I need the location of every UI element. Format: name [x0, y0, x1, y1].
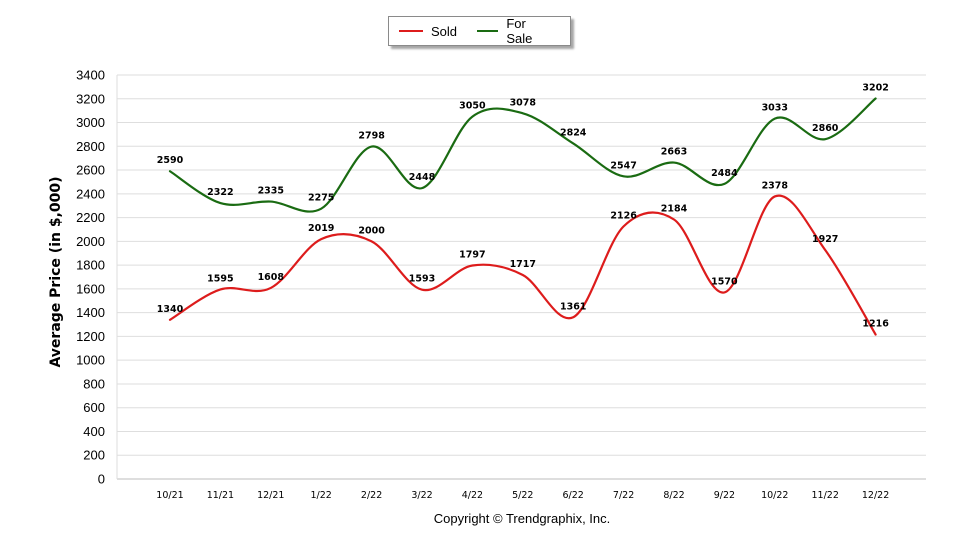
- y-tick-label: 400: [83, 424, 105, 439]
- data-label-sold: 1717: [510, 259, 536, 270]
- data-label-sold: 1608: [258, 272, 285, 283]
- x-tick-label: 6/22: [563, 490, 584, 501]
- y-tick-label: 200: [83, 448, 105, 463]
- y-tick-label: 3400: [76, 68, 105, 83]
- data-label-sold: 1570: [711, 276, 738, 287]
- y-tick-label: 3200: [76, 91, 105, 106]
- data-label-sold: 2126: [610, 210, 637, 221]
- x-tick-label: 9/22: [714, 490, 735, 501]
- x-tick-label: 2/22: [361, 490, 382, 501]
- legend-swatch-for-sale: [477, 30, 499, 32]
- data-label-for-sale: 2798: [358, 131, 385, 142]
- data-label-for-sale: 2547: [610, 160, 636, 171]
- y-tick-label: 2800: [76, 139, 105, 154]
- data-label-for-sale: 2663: [661, 147, 687, 158]
- y-tick-label: 2600: [76, 163, 105, 178]
- x-tick-label: 8/22: [663, 490, 684, 501]
- y-tick-label: 1200: [76, 329, 105, 344]
- legend-swatch-sold: [399, 30, 423, 32]
- data-label-sold: 1216: [862, 319, 889, 330]
- legend-label-sold: Sold: [431, 23, 458, 39]
- data-label-for-sale: 2860: [812, 123, 839, 134]
- data-label-for-sale: 2322: [207, 187, 233, 198]
- chart-legend: Sold For Sale: [388, 16, 571, 46]
- x-tick-label: 1/22: [311, 490, 332, 501]
- y-tick-label: 1000: [76, 353, 105, 368]
- data-label-for-sale: 3078: [510, 97, 537, 108]
- data-label-sold: 2378: [762, 180, 789, 191]
- data-label-sold: 2000: [358, 225, 385, 236]
- data-label-for-sale: 3202: [862, 83, 888, 94]
- x-tick-label: 7/22: [613, 490, 634, 501]
- x-tick-label: 10/22: [761, 490, 788, 501]
- data-label-for-sale: 2275: [308, 193, 334, 204]
- x-tick-label: 4/22: [462, 490, 483, 501]
- data-label-for-sale: 2448: [409, 172, 436, 183]
- legend-label-for-sale: For Sale: [506, 16, 533, 46]
- y-tick-label: 2000: [76, 234, 105, 249]
- legend-entry-for-sale: For Sale: [477, 16, 550, 46]
- series-line-sold: [168, 194, 877, 336]
- y-tick-label: 3000: [76, 115, 105, 130]
- x-tick-label: 11/21: [207, 490, 234, 501]
- legend-entry-sold: Sold: [399, 24, 457, 39]
- series-line-for-sale: [168, 97, 877, 213]
- data-label-sold: 2019: [308, 223, 334, 234]
- y-tick-label: 0: [98, 472, 105, 487]
- data-label-sold: 1361: [560, 301, 586, 312]
- data-label-for-sale: 3033: [762, 103, 788, 114]
- y-tick-label: 2400: [76, 186, 105, 201]
- copyright-text: Copyright © Trendgraphix, Inc.: [433, 511, 611, 526]
- data-label-sold: 1595: [207, 273, 233, 284]
- x-tick-label: 3/22: [411, 490, 432, 501]
- data-label-sold: 1593: [409, 274, 435, 285]
- x-tick-label: 12/22: [862, 490, 889, 501]
- y-tick-label: 600: [83, 400, 105, 415]
- data-label-for-sale: 2335: [258, 186, 284, 197]
- data-label-for-sale: 3050: [459, 101, 486, 112]
- y-tick-label: 800: [83, 376, 105, 391]
- x-tick-label: 5/22: [512, 490, 533, 501]
- y-tick-label: 2200: [76, 210, 105, 225]
- y-tick-label: 1400: [76, 305, 105, 320]
- x-tick-label: 12/21: [257, 490, 284, 501]
- data-label-for-sale: 2590: [157, 155, 184, 166]
- plot-area: [117, 75, 926, 479]
- data-label-sold: 2184: [661, 203, 688, 214]
- x-tick-label: 11/22: [812, 490, 839, 501]
- data-label-sold: 1340: [157, 304, 184, 315]
- y-tick-label: 1800: [76, 258, 105, 273]
- data-label-for-sale: 2824: [560, 127, 587, 138]
- data-label-for-sale: 2484: [711, 168, 738, 179]
- y-tick-label: 1600: [76, 281, 105, 296]
- y-axis-label: Average Price (in $,000): [48, 176, 64, 368]
- x-tick-label: 10/21: [156, 490, 183, 501]
- data-label-sold: 1797: [459, 249, 485, 260]
- data-label-sold: 1927: [812, 234, 838, 245]
